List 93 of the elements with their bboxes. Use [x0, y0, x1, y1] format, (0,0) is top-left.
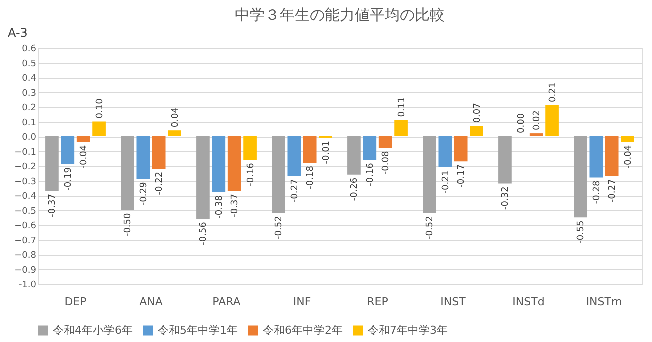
data-label: -0.52: [426, 216, 436, 240]
bar: [348, 136, 361, 175]
bar: [244, 136, 257, 160]
bar: [378, 136, 392, 148]
data-label: -0.29: [139, 182, 150, 206]
bar: [303, 136, 317, 164]
bar: [605, 136, 619, 176]
bar: [363, 136, 377, 160]
data-label: -0.38: [214, 195, 225, 219]
bar: [574, 136, 588, 218]
bar: [136, 136, 150, 180]
bar: [621, 136, 634, 142]
bar: [92, 122, 106, 136]
bar: [46, 136, 59, 192]
data-label: -0.04: [624, 145, 634, 169]
y-tick-label: 0.1: [22, 118, 36, 128]
data-label: -0.27: [608, 179, 618, 203]
data-label: 0.07: [472, 103, 483, 124]
y-tick-label: −0.4: [14, 192, 37, 202]
x-tick-label: INSTd: [512, 296, 545, 308]
data-label: 0.02: [532, 110, 543, 131]
data-label: -0.17: [457, 164, 468, 188]
chart-title: 中学３年生の能力値平均の比較: [235, 6, 445, 24]
data-label: -0.26: [350, 178, 360, 202]
bar: [423, 136, 436, 214]
y-tick-label: 0.0: [22, 133, 37, 143]
data-label: -0.56: [199, 222, 210, 246]
bar: [454, 136, 468, 162]
legend-label: 令和5年中学1年: [158, 324, 238, 337]
x-tick-label: INSTm: [586, 296, 622, 308]
y-tick-label: −0.7: [14, 236, 36, 246]
x-tick-label: PARA: [212, 296, 242, 308]
data-label: -0.04: [80, 145, 90, 169]
data-label: -0.19: [64, 167, 74, 191]
bar: [546, 106, 559, 136]
bar: [470, 126, 484, 136]
bar: [121, 136, 134, 210]
data-label: 0.11: [397, 97, 408, 118]
data-label: -0.27: [290, 179, 300, 203]
data-label: -0.18: [306, 166, 316, 190]
legend-label: 令和4年小学6年: [53, 324, 133, 337]
y-tick-label: −0.5: [14, 206, 36, 217]
bar: [212, 136, 226, 193]
bar: [590, 136, 604, 178]
bar: [394, 120, 408, 136]
legend-label: 令和7年中学3年: [368, 324, 448, 337]
bar: [438, 136, 452, 168]
data-label: -0.01: [322, 140, 332, 164]
y-tick-label: −0.3: [14, 177, 36, 188]
y-tick-label: 0.5: [22, 59, 36, 70]
data-label: -0.21: [441, 170, 452, 194]
data-label: -0.50: [124, 212, 134, 237]
data-label: 0.21: [548, 82, 558, 103]
data-label: -0.32: [501, 186, 512, 210]
data-label: -0.37: [48, 194, 58, 218]
x-tick-label: DEP: [64, 296, 88, 308]
x-tick-label: ANA: [140, 296, 164, 308]
y-tick-label: 0.2: [22, 104, 36, 114]
data-label: -0.28: [592, 180, 602, 204]
data-label: -0.16: [366, 162, 376, 186]
bar: [228, 136, 242, 192]
data-label: 0.10: [95, 98, 106, 119]
x-tick-label: INST: [440, 296, 466, 308]
x-tick-label: INF: [293, 296, 312, 308]
bar: [76, 136, 90, 142]
y-tick-label: −0.8: [14, 251, 37, 261]
y-tick-label: 0.6: [22, 44, 37, 54]
legend-label: 令和6年中学2年: [263, 324, 343, 337]
data-label: -0.16: [246, 162, 256, 186]
x-tick-label: REP: [367, 296, 389, 308]
y-tick-label: 0.4: [22, 74, 37, 84]
data-label: -0.37: [230, 194, 241, 218]
bar: [152, 136, 166, 169]
y-tick-label: −0.6: [14, 222, 37, 232]
bar: [196, 136, 210, 220]
bar: [272, 136, 286, 214]
y-tick-label: -1.0: [18, 280, 37, 290]
bar: [168, 130, 182, 136]
y-tick-label: −0.9: [14, 266, 37, 276]
bar: [498, 136, 512, 184]
y-tick-label: 0.3: [22, 88, 36, 99]
data-label: -0.08: [382, 151, 392, 175]
y-tick-label: −0.2: [14, 162, 36, 172]
data-label: -0.52: [274, 216, 285, 240]
data-label: -0.22: [155, 172, 166, 196]
data-label: 0.00: [516, 113, 527, 134]
bar: [288, 136, 302, 176]
bar: [61, 136, 75, 165]
data-label: 0.04: [170, 107, 181, 128]
data-label: -0.55: [576, 220, 587, 244]
bar: [530, 134, 544, 136]
y-tick-label: −0.1: [14, 148, 36, 158]
text: A-3: [8, 26, 28, 40]
